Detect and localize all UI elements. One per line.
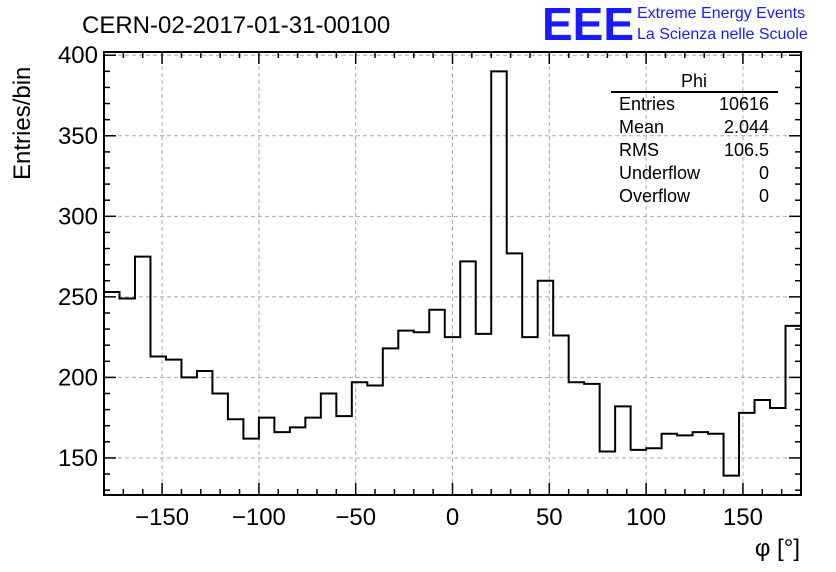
stats-row-value: 10616 xyxy=(719,94,769,114)
histogram-bin xyxy=(491,71,506,495)
stats-row-value: 2.044 xyxy=(724,117,769,137)
grid-lines xyxy=(104,52,801,495)
histogram-bin xyxy=(166,360,181,495)
histogram-bin xyxy=(770,408,785,495)
y-tick-label: 400 xyxy=(58,42,98,69)
histogram-bin xyxy=(693,432,708,495)
stats-row-value: 0 xyxy=(759,163,769,183)
y-tick-label: 300 xyxy=(58,203,98,230)
histogram-bin xyxy=(243,439,258,495)
x-tick-labels: −150 −100 −50 0 50 100 150 xyxy=(135,504,763,531)
x-tick-label: −150 xyxy=(135,504,189,531)
y-axis-label: Entries/bin xyxy=(9,67,36,180)
chart-title: CERN-02-2017-01-31-00100 xyxy=(82,12,390,39)
histogram-bin xyxy=(724,476,739,495)
histogram-bin xyxy=(569,382,584,495)
y-tick-label: 150 xyxy=(58,445,98,472)
eee-logo: EEE Extreme Energy Events La Scienza nel… xyxy=(542,0,808,50)
stats-box: Phi Entries 10616 Mean 2.044 RMS 106.5 Underfl… xyxy=(611,71,778,206)
histogram-bin xyxy=(259,418,274,495)
logo-line-2: La Scienza nelle Scuole xyxy=(637,26,808,43)
x-tick-label: 50 xyxy=(536,504,563,531)
histogram-bin xyxy=(538,281,553,495)
y-tick-label: 200 xyxy=(58,364,98,391)
histogram-bin xyxy=(228,419,243,495)
histogram-bin xyxy=(414,332,429,495)
stats-row-label: Underflow xyxy=(619,163,701,183)
histogram-bin xyxy=(429,310,444,495)
histogram-bin xyxy=(708,434,723,495)
histogram-bin xyxy=(321,394,336,495)
histogram-bin xyxy=(197,371,212,495)
histogram-bin xyxy=(336,416,351,495)
x-tick-label: 150 xyxy=(723,504,763,531)
histogram-bin xyxy=(553,336,568,495)
x-tick-label: −50 xyxy=(335,504,376,531)
histogram-bin xyxy=(274,432,289,495)
histogram-bin xyxy=(786,326,801,495)
histogram-bin xyxy=(367,385,382,495)
stats-row-value: 0 xyxy=(759,186,769,206)
stats-row-label: Mean xyxy=(619,117,664,137)
histogram-bin xyxy=(755,400,770,495)
x-tick-label: 0 xyxy=(446,504,459,531)
logo-line-1: Extreme Energy Events xyxy=(637,5,805,22)
histogram-bin xyxy=(212,394,227,495)
histogram-bin xyxy=(290,427,305,495)
histogram-outline xyxy=(104,70,802,477)
histogram-bin xyxy=(305,418,320,495)
stats-row-value: 106.5 xyxy=(724,140,769,160)
logo-eee-text: EEE xyxy=(542,0,634,50)
y-tick-labels: 150 200 250 300 350 400 xyxy=(58,42,98,472)
histogram-bin xyxy=(522,337,537,495)
histogram-bin xyxy=(383,348,398,495)
stats-title: Phi xyxy=(681,71,707,91)
histogram-bin xyxy=(631,450,646,495)
histogram-bin xyxy=(615,406,630,495)
x-tick-label: −100 xyxy=(232,504,286,531)
histogram-bin xyxy=(646,448,661,495)
x-axis-label: φ [°] xyxy=(755,535,800,562)
stats-rows: Entries 10616 Mean 2.044 RMS 106.5 Underflow 0 O… xyxy=(619,94,769,206)
stats-row-label: RMS xyxy=(619,140,659,160)
histogram-bin xyxy=(181,377,196,495)
y-tick-label: 350 xyxy=(58,123,98,150)
stats-row-label: Entries xyxy=(619,94,675,114)
histogram-bin xyxy=(352,382,367,495)
histogram-bin xyxy=(739,413,754,495)
histogram-bin xyxy=(119,298,134,495)
histogram-bin xyxy=(398,331,413,495)
y-tick-label: 250 xyxy=(58,284,98,311)
histogram-bin xyxy=(135,257,150,495)
histogram-bin xyxy=(662,434,677,495)
histogram-bin xyxy=(476,334,491,495)
histogram-bin xyxy=(584,384,599,495)
histogram-bin xyxy=(677,435,692,495)
histogram-bin xyxy=(507,253,522,495)
stats-row-label: Overflow xyxy=(619,186,691,206)
x-tick-label: 100 xyxy=(626,504,666,531)
plot-frame xyxy=(103,51,802,496)
